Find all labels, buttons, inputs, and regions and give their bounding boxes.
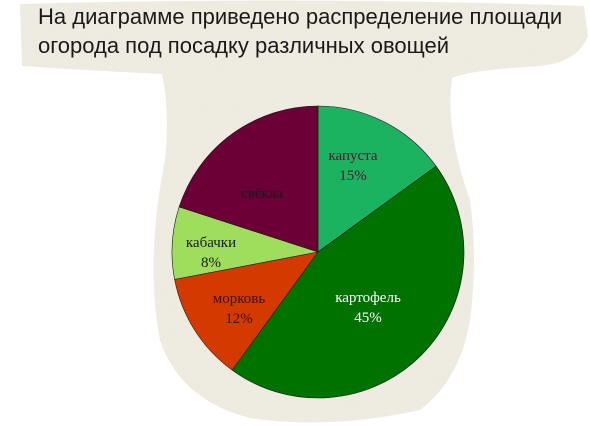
pie-slice-2 (174, 251, 319, 371)
pie-slice-4 (178, 105, 319, 253)
slice-value-label-3: 8% (201, 255, 221, 271)
slice-label-4: свёкла (241, 186, 283, 202)
pie-slice-1 (231, 165, 465, 399)
slice-value-label-1: 45% (354, 310, 382, 326)
pie-labels: капуста 15% картофель 45% морковь 12% кабачки 8… (186, 148, 401, 327)
slice-value-label-0: 15% (339, 168, 367, 184)
slice-label-3: кабачки (186, 235, 236, 251)
slice-label-1: картофель (335, 290, 401, 306)
pie-slices (171, 105, 465, 399)
slice-value-label-2: 12% (225, 311, 253, 327)
chart-title: На диаграмме приведено распределение пло… (38, 4, 563, 58)
slice-label-0: капуста (328, 148, 377, 164)
slice-label-2: морковь (213, 291, 266, 307)
pie-slice-0 (317, 105, 437, 253)
